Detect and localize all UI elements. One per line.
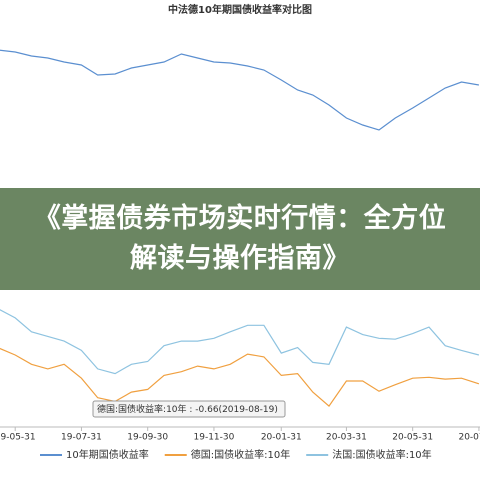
banner-text: 《掌握债券市场实时行情：全方位解读与操作指南》 xyxy=(33,203,447,274)
x-tick-label: 20-03-31 xyxy=(326,433,367,443)
legend-label: 法国:国债收益率:10年 xyxy=(332,448,431,461)
series-line xyxy=(0,49,480,131)
x-tick-label: 20-05-31 xyxy=(392,433,433,443)
x-tick-label: 19-05-31 xyxy=(0,433,36,443)
x-tick-label: 19-11-30 xyxy=(194,433,235,443)
tooltip-box xyxy=(92,400,286,418)
banner: 《掌握债券市场实时行情：全方位解读与操作指南》 xyxy=(0,188,480,290)
chart-title: 中法德10年期国债收益率对比图 xyxy=(168,3,312,16)
series-line xyxy=(0,309,480,375)
legend-label: 德国:国债收益率:10年 xyxy=(191,448,290,461)
x-tick-label: 19-09-30 xyxy=(127,433,168,443)
x-tick-label: 20-01-31 xyxy=(261,433,302,443)
legend-label: 10年期国债收益率 xyxy=(66,448,149,461)
series-line xyxy=(0,347,480,407)
x-tick-label: 19-07-31 xyxy=(61,433,102,443)
tooltip-text: 德国:国债收益率:10年 : -0.66(2019-08-19) xyxy=(97,403,278,415)
x-tick-label: 20-07-31 xyxy=(458,433,480,443)
